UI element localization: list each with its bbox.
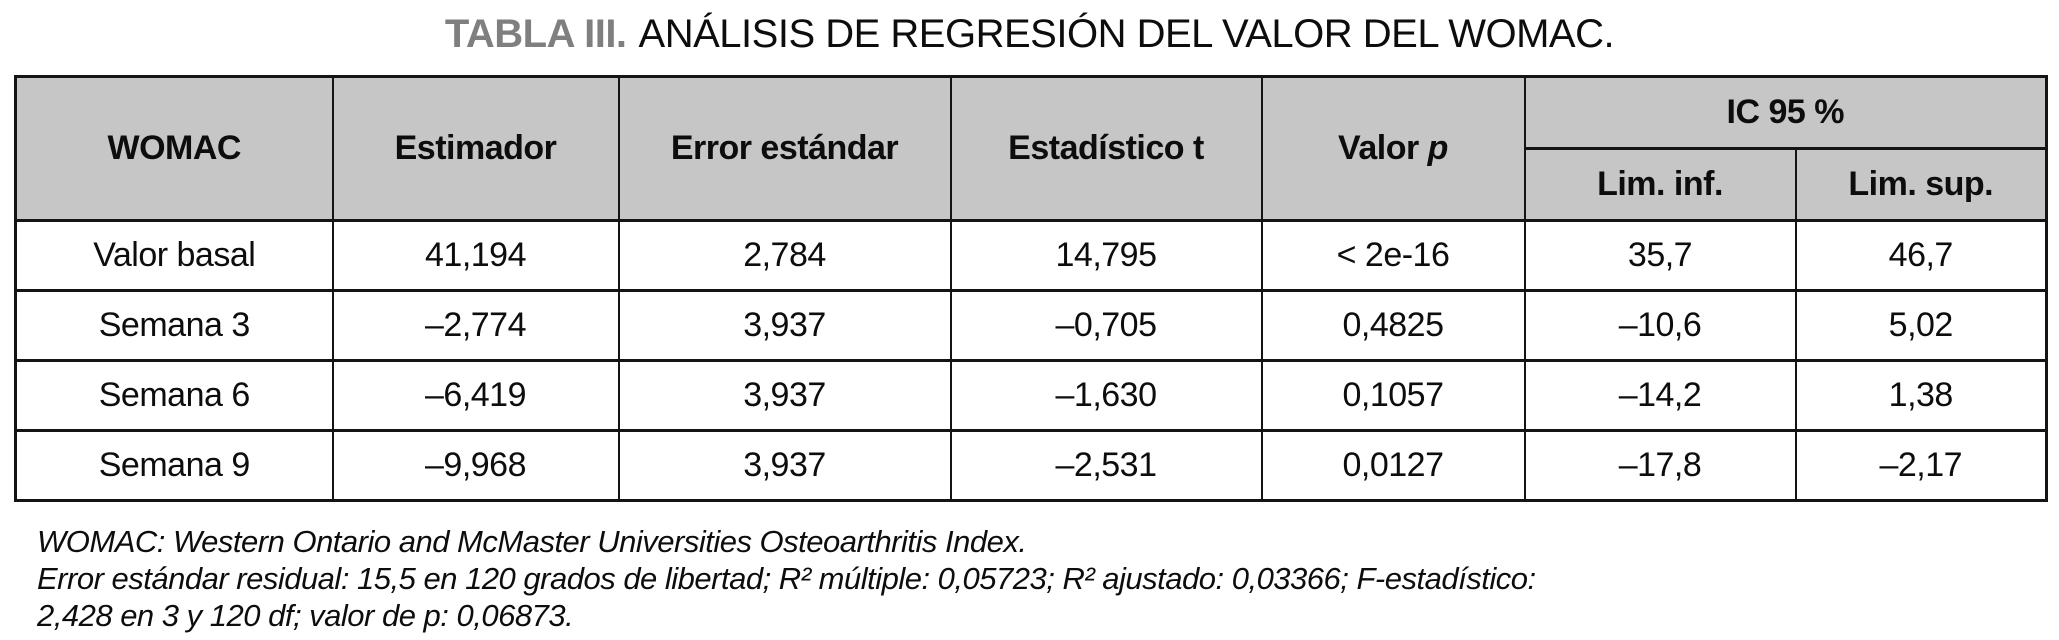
cell-estadistico-t: 14,795 — [949, 219, 1263, 292]
table-row-semana-9: Semana 9 –9,968 3,937 –2,531 0,0127 –17,… — [14, 429, 2048, 502]
col-header-estadistico-t: Estadístico t — [949, 75, 1263, 222]
row-label: Valor basal — [14, 219, 334, 292]
col-header-error-estandar: Error estándar — [617, 75, 952, 222]
table-footnotes: WOMAC: Western Ontario and McMaster Univ… — [37, 523, 2039, 634]
regression-table: WOMAC Estimador Error estándar Estadísti… — [14, 75, 2049, 502]
table-row-semana-6: Semana 6 –6,419 3,937 –1,630 0,1057 –14,… — [14, 359, 2048, 432]
col-header-estimador: Estimador — [331, 75, 620, 222]
table-header: WOMAC Estimador Error estándar Estadísti… — [14, 75, 2048, 222]
cell-valor-p: 0,4825 — [1260, 289, 1526, 362]
valor-p-symbol: p — [1427, 129, 1449, 167]
cell-estimador: 41,194 — [331, 219, 620, 292]
cell-lim-inf: –10,6 — [1523, 289, 1797, 362]
cell-lim-inf: –17,8 — [1523, 429, 1797, 502]
cell-valor-p: < 2e-16 — [1260, 219, 1526, 292]
table-title-label: TABLA III. — [444, 12, 627, 56]
cell-lim-sup: 1,38 — [1794, 359, 2048, 432]
table-title: TABLA III. ANÁLISIS DE REGRESIÓN DEL VALO… — [0, 12, 2059, 57]
table-row-valor-basal: Valor basal 41,194 2,784 14,795 < 2e-16 … — [14, 219, 2048, 292]
cell-estadistico-t: –1,630 — [949, 359, 1263, 432]
cell-lim-inf: –14,2 — [1523, 359, 1797, 432]
valor-p-prefix: Valor — [1338, 129, 1419, 167]
cell-error-estandar: 3,937 — [617, 289, 952, 362]
col-header-womac: WOMAC — [14, 75, 334, 222]
cell-lim-inf: 35,7 — [1523, 219, 1797, 292]
cell-estimador: –9,968 — [331, 429, 620, 502]
cell-lim-sup: 46,7 — [1794, 219, 2048, 292]
cell-lim-sup: 5,02 — [1794, 289, 2048, 362]
cell-estimador: –6,419 — [331, 359, 620, 432]
table-row-semana-3: Semana 3 –2,774 3,937 –0,705 0,4825 –10,… — [14, 289, 2048, 362]
cell-lim-sup: –2,17 — [1794, 429, 2048, 502]
col-header-valor-p: Valor p — [1260, 75, 1526, 222]
cell-estimador: –2,774 — [331, 289, 620, 362]
cell-error-estandar: 3,937 — [617, 429, 952, 502]
table-title-text: ANÁLISIS DE REGRESIÓN DEL VALOR DEL WOMA… — [638, 12, 1615, 56]
cell-error-estandar: 3,937 — [617, 359, 952, 432]
footnote-womac-definition: WOMAC: Western Ontario and McMaster Univ… — [37, 524, 1027, 559]
cell-error-estandar: 2,784 — [617, 219, 952, 292]
col-header-ic95: IC 95 % — [1523, 75, 2048, 150]
footnote-model-stats-line-2: 2,428 en 3 y 120 df; valor de p: 0,06873… — [37, 598, 574, 633]
col-header-lim-inf: Lim. inf. — [1523, 147, 1797, 222]
cell-estadistico-t: –0,705 — [949, 289, 1263, 362]
footnote-model-stats-line-1: Error estándar residual: 15,5 en 120 gra… — [37, 561, 1536, 596]
cell-valor-p: 0,1057 — [1260, 359, 1526, 432]
row-label: Semana 3 — [14, 289, 334, 362]
row-label: Semana 9 — [14, 429, 334, 502]
col-header-lim-sup: Lim. sup. — [1794, 147, 2048, 222]
cell-valor-p: 0,0127 — [1260, 429, 1526, 502]
cell-estadistico-t: –2,531 — [949, 429, 1263, 502]
table-body: Valor basal 41,194 2,784 14,795 < 2e-16 … — [14, 219, 2048, 502]
row-label: Semana 6 — [14, 359, 334, 432]
